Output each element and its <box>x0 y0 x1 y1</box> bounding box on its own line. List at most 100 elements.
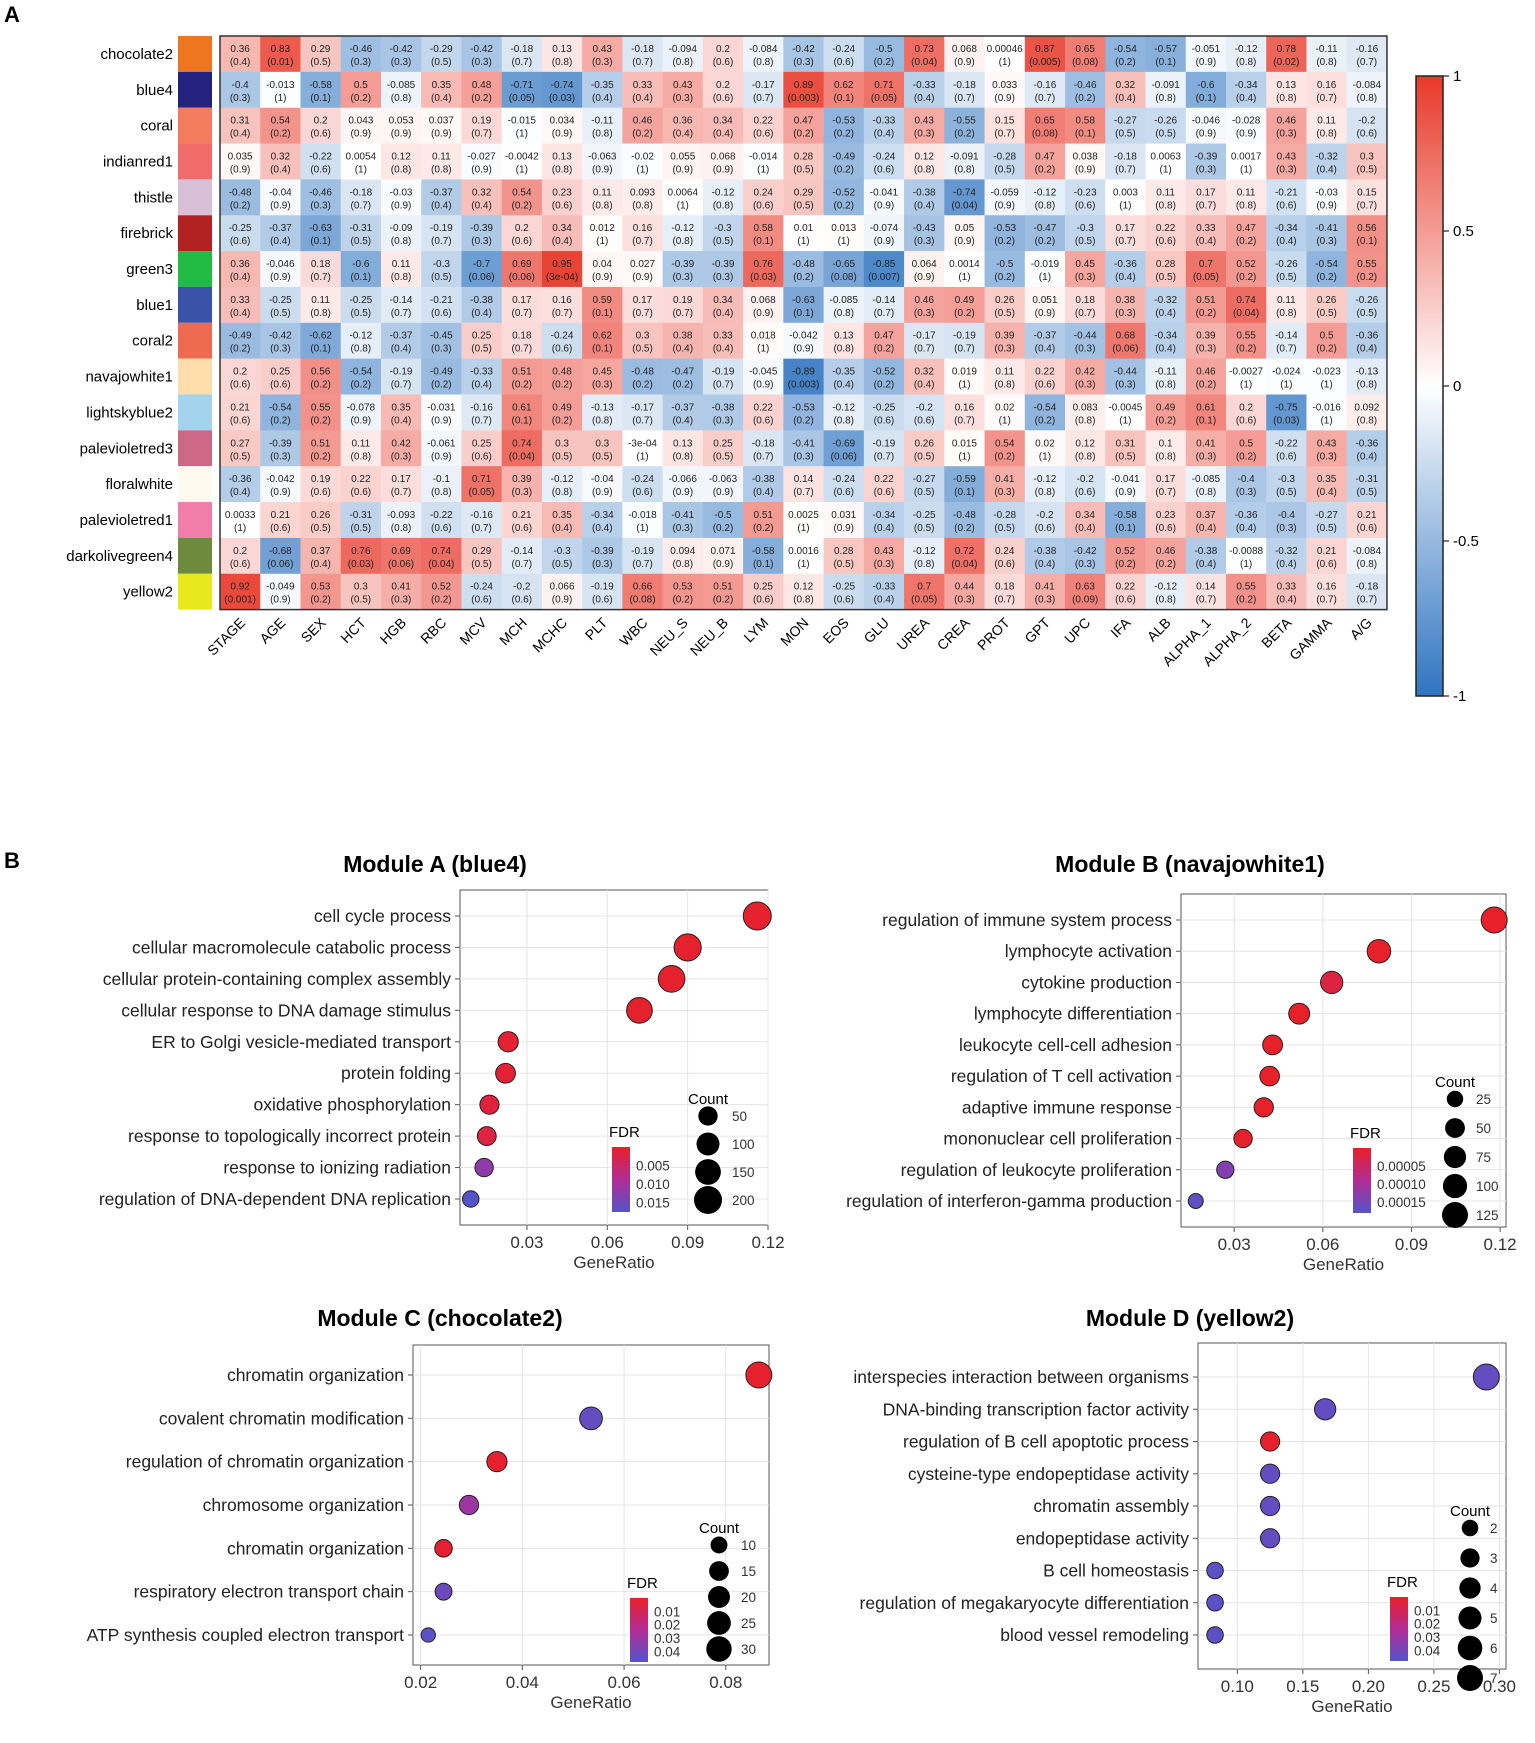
heatmap-cell <box>260 286 301 324</box>
cell-pvalue: (0.4) <box>1035 559 1056 570</box>
term-dot <box>742 901 772 931</box>
cell-pvalue: (0.1) <box>753 236 774 247</box>
cell-value: -0.19 <box>430 223 453 234</box>
cell-pvalue: (0.3) <box>270 451 291 462</box>
heatmap-cell <box>582 573 623 610</box>
cell-pvalue: (0.9) <box>351 129 372 140</box>
cell-value: -0.63 <box>309 223 332 234</box>
cell-pvalue: (0.9) <box>994 200 1015 211</box>
cell-pvalue: (0.5) <box>994 308 1015 319</box>
cell-value: -0.046 <box>266 259 295 270</box>
cell-pvalue: (0.6) <box>512 523 533 534</box>
row-label-lightskyblue2: lightskyblue2 <box>86 404 173 421</box>
cell-pvalue: (0.6) <box>874 487 895 498</box>
column-label: HCT <box>337 614 369 646</box>
heatmap-cell <box>904 537 945 575</box>
cell-pvalue: (0.6) <box>230 415 251 426</box>
heatmap-cell <box>1145 286 1187 324</box>
cell-pvalue: (0.9) <box>471 164 492 175</box>
heatmap-cell <box>944 537 985 575</box>
cell-value: 0.12 <box>391 151 411 162</box>
cell-pvalue: (0.6) <box>874 164 895 175</box>
heatmap-cell <box>380 394 422 431</box>
cell-value: -0.49 <box>229 331 252 342</box>
heatmap-cell <box>461 502 503 539</box>
cell-pvalue: (0.4) <box>1115 93 1136 104</box>
cell-pvalue: (0.5) <box>1115 129 1136 140</box>
term-dot <box>1233 1128 1253 1149</box>
cell-pvalue: (0.4) <box>833 380 854 391</box>
heatmap-cell <box>783 537 824 575</box>
cell-value: 0.13 <box>552 151 572 162</box>
column-label: MON <box>777 614 811 648</box>
cell-pvalue: (0.8) <box>351 451 372 462</box>
term-dot <box>458 1494 480 1516</box>
cell-pvalue: (0.7) <box>954 344 975 355</box>
cell-value: -0.34 <box>1235 80 1258 91</box>
heatmap-cell <box>220 107 261 144</box>
count-legend-dot <box>1442 1173 1468 1199</box>
cell-pvalue: (0.3) <box>672 523 693 534</box>
heatmap-cell <box>702 251 744 288</box>
term-label: regulation of interferon-gamma productio… <box>846 1191 1172 1211</box>
cell-value: 0.2 <box>716 80 730 91</box>
heatmap-cell <box>1105 251 1146 288</box>
cell-pvalue: (0.8) <box>431 487 452 498</box>
heatmap-cell <box>1065 430 1106 467</box>
row-color-blue1 <box>178 286 212 323</box>
cell-value: -0.015 <box>508 116 537 127</box>
cell-pvalue: (0.2) <box>1236 451 1257 462</box>
cell-pvalue: (0.04) <box>509 451 535 462</box>
heatmap-cell <box>1185 537 1227 575</box>
cell-value: 0.3 <box>354 582 368 593</box>
heatmap-cell <box>1306 358 1348 395</box>
column-label: A/G <box>1347 614 1375 642</box>
heatmap-cell <box>783 36 824 73</box>
cell-pvalue: (1) <box>516 129 528 140</box>
cell-pvalue: (0.9) <box>874 200 895 211</box>
cell-value: 0.17 <box>1196 187 1216 198</box>
cell-value: -0.2 <box>1358 116 1376 127</box>
cell-pvalue: (0.03) <box>549 93 575 104</box>
x-tick-label: 0.30 <box>1483 1677 1516 1696</box>
cell-value: -0.4 <box>1238 474 1256 485</box>
term-label: cytokine production <box>1021 972 1172 992</box>
cell-pvalue: (0.3) <box>914 129 935 140</box>
cell-value: 0.2 <box>233 367 247 378</box>
cell-value: -0.014 <box>749 151 778 162</box>
heatmap-cell <box>220 251 261 288</box>
heatmap-cell <box>743 251 784 288</box>
column-label: HGB <box>376 614 409 647</box>
cell-pvalue: (0.7) <box>632 308 653 319</box>
cell-pvalue: (0.8) <box>1276 93 1297 104</box>
term-label: response to ionizing radiation <box>223 1158 451 1178</box>
cell-pvalue: (0.8) <box>1357 93 1378 104</box>
heatmap-cell <box>1024 179 1066 216</box>
cell-value: -0.3 <box>433 259 451 270</box>
heatmap-cell <box>1185 215 1227 252</box>
cell-value: -0.16 <box>1355 44 1378 55</box>
cell-pvalue: (0.2) <box>793 415 814 426</box>
cell-value: -0.085 <box>387 80 416 91</box>
term-dot <box>479 1094 500 1115</box>
heatmap-cell <box>1145 322 1187 360</box>
cell-value: -0.32 <box>1154 295 1177 306</box>
cell-value: 0.51 <box>713 582 733 593</box>
cell-value: -0.25 <box>269 295 292 306</box>
panel-label-a: A <box>4 2 20 27</box>
cell-pvalue: (0.8) <box>1075 415 1096 426</box>
heatmap-cell <box>1266 71 1307 109</box>
cell-pvalue: (0.3) <box>592 559 613 570</box>
heatmap-cell <box>1145 143 1187 180</box>
heatmap-cell <box>984 573 1026 610</box>
heatmap-cell <box>421 179 462 216</box>
heatmap-cell <box>380 143 422 180</box>
heatmap-cell <box>743 358 784 395</box>
cell-value: -0.084 <box>1353 546 1382 557</box>
heatmap-cell <box>1024 573 1066 610</box>
heatmap-cell <box>662 36 704 73</box>
heatmap-cell <box>1266 430 1307 467</box>
count-legend-label: 100 <box>1476 1179 1499 1194</box>
heatmap-cell <box>1185 358 1227 395</box>
cell-pvalue: (0.9) <box>431 451 452 462</box>
